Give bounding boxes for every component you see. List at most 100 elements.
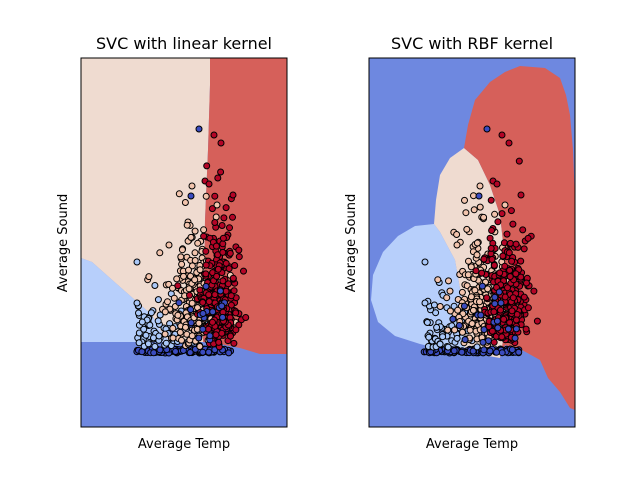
chart-title-linear: SVC with linear kernel xyxy=(96,34,272,53)
data-point xyxy=(210,131,218,139)
data-point xyxy=(446,287,454,295)
data-point xyxy=(199,348,207,356)
data-point xyxy=(202,247,210,255)
data-point xyxy=(512,325,520,333)
data-point xyxy=(161,308,169,316)
data-point xyxy=(478,269,486,277)
data-point xyxy=(453,334,461,342)
data-point xyxy=(472,267,480,275)
data-point xyxy=(508,307,516,315)
data-point xyxy=(486,347,494,355)
data-point xyxy=(205,298,213,306)
data-point xyxy=(219,234,227,242)
data-point xyxy=(490,308,498,316)
data-point xyxy=(162,339,170,347)
data-point xyxy=(202,282,210,290)
data-point xyxy=(211,192,219,200)
data-point xyxy=(225,265,233,273)
data-point xyxy=(444,326,452,334)
data-point xyxy=(498,210,506,218)
data-point xyxy=(140,325,148,333)
data-point xyxy=(133,258,141,266)
data-point xyxy=(199,299,207,306)
data-point xyxy=(421,258,429,266)
data-point xyxy=(186,349,194,356)
data-point xyxy=(480,326,488,334)
data-point xyxy=(511,334,519,342)
data-point xyxy=(206,332,214,340)
data-point xyxy=(488,227,496,234)
data-point xyxy=(174,311,182,319)
data-point xyxy=(506,273,514,281)
data-point xyxy=(138,318,146,326)
data-point xyxy=(473,343,481,351)
data-point xyxy=(195,334,203,342)
data-point xyxy=(515,348,523,356)
data-point xyxy=(476,203,484,211)
data-point xyxy=(202,192,210,200)
data-point xyxy=(230,339,238,347)
data-point xyxy=(211,219,219,226)
data-point xyxy=(503,230,511,238)
data-point xyxy=(517,273,525,281)
data-point xyxy=(135,309,142,317)
data-point xyxy=(517,257,525,265)
data-point xyxy=(217,139,225,147)
data-point xyxy=(242,314,250,321)
data-point xyxy=(453,241,461,249)
data-point xyxy=(219,240,227,248)
data-point xyxy=(142,331,150,339)
data-point xyxy=(454,306,462,314)
data-point xyxy=(194,239,202,247)
data-point xyxy=(191,257,199,264)
data-point xyxy=(523,279,530,287)
data-point xyxy=(219,248,227,256)
x-axis-label-rbf: Average Temp xyxy=(426,437,518,452)
data-point xyxy=(209,318,216,326)
data-point xyxy=(222,287,230,295)
data-point xyxy=(185,266,192,274)
data-point xyxy=(458,288,466,296)
data-point xyxy=(509,220,517,228)
data-point xyxy=(202,261,210,269)
data-point xyxy=(512,240,520,248)
data-point xyxy=(173,275,181,283)
data-point xyxy=(501,293,509,301)
data-point xyxy=(202,270,210,278)
data-point xyxy=(226,224,233,232)
data-point xyxy=(494,218,502,226)
data-point xyxy=(493,180,501,188)
data-point xyxy=(450,347,458,355)
data-point xyxy=(468,320,476,328)
data-point xyxy=(464,271,472,279)
data-point xyxy=(495,288,503,296)
data-point xyxy=(486,234,494,242)
data-point xyxy=(480,213,488,221)
data-point xyxy=(226,249,234,257)
data-point xyxy=(487,244,495,252)
data-point xyxy=(480,346,488,354)
data-point xyxy=(133,299,141,307)
data-point xyxy=(501,262,509,270)
data-point xyxy=(218,302,226,310)
data-point xyxy=(150,349,158,357)
data-point xyxy=(488,327,496,335)
data-point xyxy=(227,301,235,309)
data-point xyxy=(188,262,196,270)
data-point xyxy=(432,309,440,317)
data-point xyxy=(477,311,485,319)
data-point xyxy=(491,293,499,301)
data-point xyxy=(227,292,235,300)
data-point xyxy=(453,231,461,238)
data-point xyxy=(204,325,212,333)
data-point xyxy=(439,333,447,341)
data-point xyxy=(156,346,164,354)
data-point xyxy=(178,246,186,254)
data-point xyxy=(463,225,471,233)
data-point xyxy=(214,174,222,182)
data-point xyxy=(217,168,225,176)
data-point xyxy=(203,162,211,170)
decision-regions-rbf xyxy=(369,58,575,427)
data-point xyxy=(229,274,237,282)
data-point xyxy=(430,301,438,309)
